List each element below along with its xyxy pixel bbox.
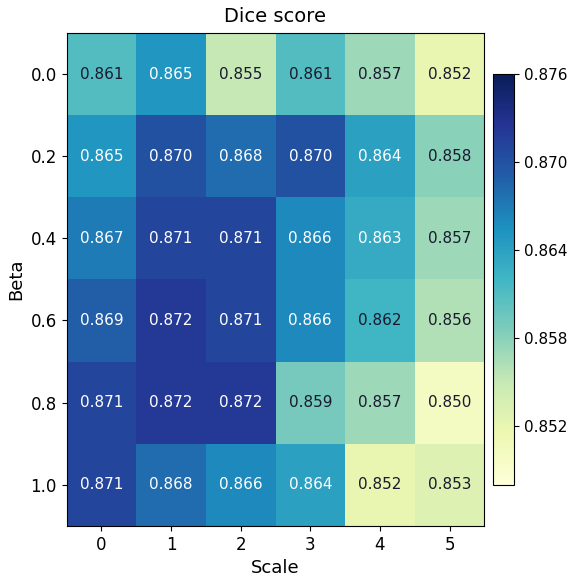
- Text: 0.871: 0.871: [80, 395, 123, 410]
- Text: 0.870: 0.870: [149, 149, 193, 164]
- Text: 0.850: 0.850: [428, 395, 471, 410]
- Text: 0.857: 0.857: [428, 231, 471, 246]
- Text: 0.857: 0.857: [358, 395, 402, 410]
- Text: 0.870: 0.870: [289, 149, 332, 164]
- Text: 0.872: 0.872: [219, 395, 262, 410]
- Text: 0.864: 0.864: [358, 149, 402, 164]
- Text: 0.871: 0.871: [80, 477, 123, 492]
- Text: 0.858: 0.858: [428, 149, 471, 164]
- X-axis label: Scale: Scale: [251, 559, 300, 577]
- Text: 0.872: 0.872: [149, 395, 193, 410]
- Text: 0.871: 0.871: [149, 231, 193, 246]
- Text: 0.864: 0.864: [289, 477, 332, 492]
- Text: 0.868: 0.868: [219, 149, 262, 164]
- Text: 0.852: 0.852: [358, 477, 402, 492]
- Text: 0.859: 0.859: [289, 395, 332, 410]
- Text: 0.866: 0.866: [289, 313, 332, 328]
- Text: 0.871: 0.871: [219, 231, 262, 246]
- Text: 0.852: 0.852: [428, 67, 471, 82]
- Text: 0.872: 0.872: [149, 313, 193, 328]
- Text: 0.856: 0.856: [428, 313, 471, 328]
- Text: 0.861: 0.861: [289, 67, 332, 82]
- Text: 0.865: 0.865: [80, 149, 123, 164]
- Text: 0.855: 0.855: [219, 67, 262, 82]
- Text: 0.857: 0.857: [358, 67, 402, 82]
- Text: 0.868: 0.868: [149, 477, 193, 492]
- Y-axis label: Beta: Beta: [7, 259, 25, 300]
- Text: 0.861: 0.861: [80, 67, 123, 82]
- Text: 0.867: 0.867: [80, 231, 123, 246]
- Text: 0.866: 0.866: [219, 477, 262, 492]
- Text: 0.853: 0.853: [428, 477, 471, 492]
- Text: 0.865: 0.865: [149, 67, 193, 82]
- Text: 0.863: 0.863: [358, 231, 402, 246]
- Text: 0.871: 0.871: [219, 313, 262, 328]
- Text: 0.866: 0.866: [289, 231, 332, 246]
- Text: 0.862: 0.862: [358, 313, 402, 328]
- Title: Dice score: Dice score: [224, 7, 327, 26]
- Text: 0.869: 0.869: [80, 313, 123, 328]
